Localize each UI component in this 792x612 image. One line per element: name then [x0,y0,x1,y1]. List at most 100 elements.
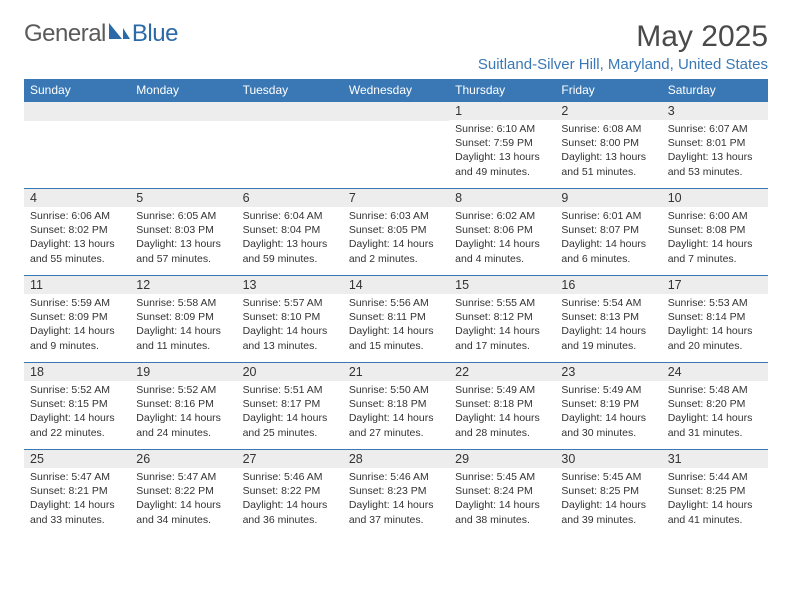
day-details: Sunrise: 5:47 AMSunset: 8:21 PMDaylight:… [24,468,130,531]
logo-text-2: Blue [132,20,178,48]
day-detail-line: and 57 minutes. [136,252,230,266]
day-detail-line: and 20 minutes. [668,339,762,353]
day-detail-line: Daylight: 14 hours [30,498,124,512]
day-details: Sunrise: 6:05 AMSunset: 8:03 PMDaylight:… [130,207,236,270]
day-cell: 14Sunrise: 5:56 AMSunset: 8:11 PMDayligh… [343,276,449,362]
day-detail-line: Sunset: 8:08 PM [668,223,762,237]
day-number: 9 [555,189,661,207]
weekday-label: Sunday [24,79,130,101]
day-details: Sunrise: 5:50 AMSunset: 8:18 PMDaylight:… [343,381,449,444]
day-cell [343,102,449,188]
day-number: 8 [449,189,555,207]
day-details: Sunrise: 6:03 AMSunset: 8:05 PMDaylight:… [343,207,449,270]
day-detail-line: Daylight: 14 hours [668,411,762,425]
day-detail-line: Sunrise: 5:45 AM [561,470,655,484]
day-detail-line: Sunset: 8:04 PM [243,223,337,237]
day-detail-line: and 36 minutes. [243,513,337,527]
day-cell: 12Sunrise: 5:58 AMSunset: 8:09 PMDayligh… [130,276,236,362]
day-detail-line: Sunrise: 5:51 AM [243,383,337,397]
week-row: 1Sunrise: 6:10 AMSunset: 7:59 PMDaylight… [24,101,768,188]
day-number: 23 [555,363,661,381]
day-detail-line: Sunrise: 6:05 AM [136,209,230,223]
day-details: Sunrise: 5:49 AMSunset: 8:18 PMDaylight:… [449,381,555,444]
day-detail-line: Sunrise: 5:44 AM [668,470,762,484]
day-detail-line: Sunrise: 5:50 AM [349,383,443,397]
day-detail-line: Daylight: 14 hours [349,411,443,425]
day-details: Sunrise: 5:59 AMSunset: 8:09 PMDaylight:… [24,294,130,357]
day-number: 7 [343,189,449,207]
logo-sail-icon [108,20,130,48]
day-details: Sunrise: 6:01 AMSunset: 8:07 PMDaylight:… [555,207,661,270]
day-cell: 24Sunrise: 5:48 AMSunset: 8:20 PMDayligh… [662,363,768,449]
day-detail-line: Daylight: 14 hours [243,498,337,512]
day-number [130,102,236,121]
weekday-header-row: SundayMondayTuesdayWednesdayThursdayFrid… [24,79,768,101]
day-detail-line: Sunset: 8:16 PM [136,397,230,411]
day-detail-line: and 49 minutes. [455,165,549,179]
day-detail-line: Sunrise: 5:59 AM [30,296,124,310]
day-number: 1 [449,102,555,120]
day-cell: 2Sunrise: 6:08 AMSunset: 8:00 PMDaylight… [555,102,661,188]
day-detail-line: Sunrise: 6:06 AM [30,209,124,223]
day-detail-line: Sunrise: 5:53 AM [668,296,762,310]
day-detail-line: Daylight: 14 hours [455,498,549,512]
day-number: 6 [237,189,343,207]
day-detail-line: Sunrise: 5:48 AM [668,383,762,397]
calendar-grid: SundayMondayTuesdayWednesdayThursdayFrid… [24,79,768,536]
day-detail-line: and 13 minutes. [243,339,337,353]
day-detail-line: and 31 minutes. [668,426,762,440]
day-cell: 19Sunrise: 5:52 AMSunset: 8:16 PMDayligh… [130,363,236,449]
day-detail-line: and 28 minutes. [455,426,549,440]
day-detail-line: Daylight: 14 hours [136,411,230,425]
day-details: Sunrise: 5:55 AMSunset: 8:12 PMDaylight:… [449,294,555,357]
day-detail-line: Sunrise: 5:49 AM [455,383,549,397]
day-detail-line: Sunset: 8:05 PM [349,223,443,237]
day-details: Sunrise: 5:58 AMSunset: 8:09 PMDaylight:… [130,294,236,357]
day-number: 28 [343,450,449,468]
day-details: Sunrise: 6:06 AMSunset: 8:02 PMDaylight:… [24,207,130,270]
day-cell: 6Sunrise: 6:04 AMSunset: 8:04 PMDaylight… [237,189,343,275]
day-cell: 23Sunrise: 5:49 AMSunset: 8:19 PMDayligh… [555,363,661,449]
day-cell [24,102,130,188]
day-detail-line: Sunrise: 6:08 AM [561,122,655,136]
day-cell: 13Sunrise: 5:57 AMSunset: 8:10 PMDayligh… [237,276,343,362]
day-detail-line: Daylight: 14 hours [668,237,762,251]
day-details: Sunrise: 5:51 AMSunset: 8:17 PMDaylight:… [237,381,343,444]
day-number: 3 [662,102,768,120]
day-detail-line: Daylight: 14 hours [349,324,443,338]
day-number: 21 [343,363,449,381]
day-number: 31 [662,450,768,468]
day-detail-line: Sunset: 8:17 PM [243,397,337,411]
day-detail-line: and 33 minutes. [30,513,124,527]
day-details: Sunrise: 5:53 AMSunset: 8:14 PMDaylight:… [662,294,768,357]
day-detail-line: Sunrise: 5:54 AM [561,296,655,310]
day-detail-line: Sunset: 8:01 PM [668,136,762,150]
day-detail-line: Sunrise: 6:01 AM [561,209,655,223]
day-details: Sunrise: 6:04 AMSunset: 8:04 PMDaylight:… [237,207,343,270]
day-number: 18 [24,363,130,381]
day-detail-line: Sunset: 8:11 PM [349,310,443,324]
day-details: Sunrise: 5:57 AMSunset: 8:10 PMDaylight:… [237,294,343,357]
day-number [343,102,449,121]
day-number: 15 [449,276,555,294]
day-detail-line: Sunrise: 5:55 AM [455,296,549,310]
day-cell: 11Sunrise: 5:59 AMSunset: 8:09 PMDayligh… [24,276,130,362]
day-detail-line: Daylight: 13 hours [561,150,655,164]
day-details [130,121,236,127]
day-detail-line: and 15 minutes. [349,339,443,353]
logo-text-1: General [24,20,106,48]
day-detail-line: Sunrise: 5:46 AM [243,470,337,484]
day-detail-line: Sunset: 8:07 PM [561,223,655,237]
day-detail-line: Daylight: 14 hours [455,411,549,425]
weeks-container: 1Sunrise: 6:10 AMSunset: 7:59 PMDaylight… [24,101,768,536]
day-detail-line: Daylight: 14 hours [561,498,655,512]
day-cell: 22Sunrise: 5:49 AMSunset: 8:18 PMDayligh… [449,363,555,449]
day-detail-line: Daylight: 13 hours [455,150,549,164]
day-detail-line: Daylight: 14 hours [30,411,124,425]
day-cell: 17Sunrise: 5:53 AMSunset: 8:14 PMDayligh… [662,276,768,362]
day-number: 30 [555,450,661,468]
day-number: 20 [237,363,343,381]
day-detail-line: and 22 minutes. [30,426,124,440]
day-detail-line: Sunset: 8:19 PM [561,397,655,411]
day-detail-line: Sunrise: 6:00 AM [668,209,762,223]
